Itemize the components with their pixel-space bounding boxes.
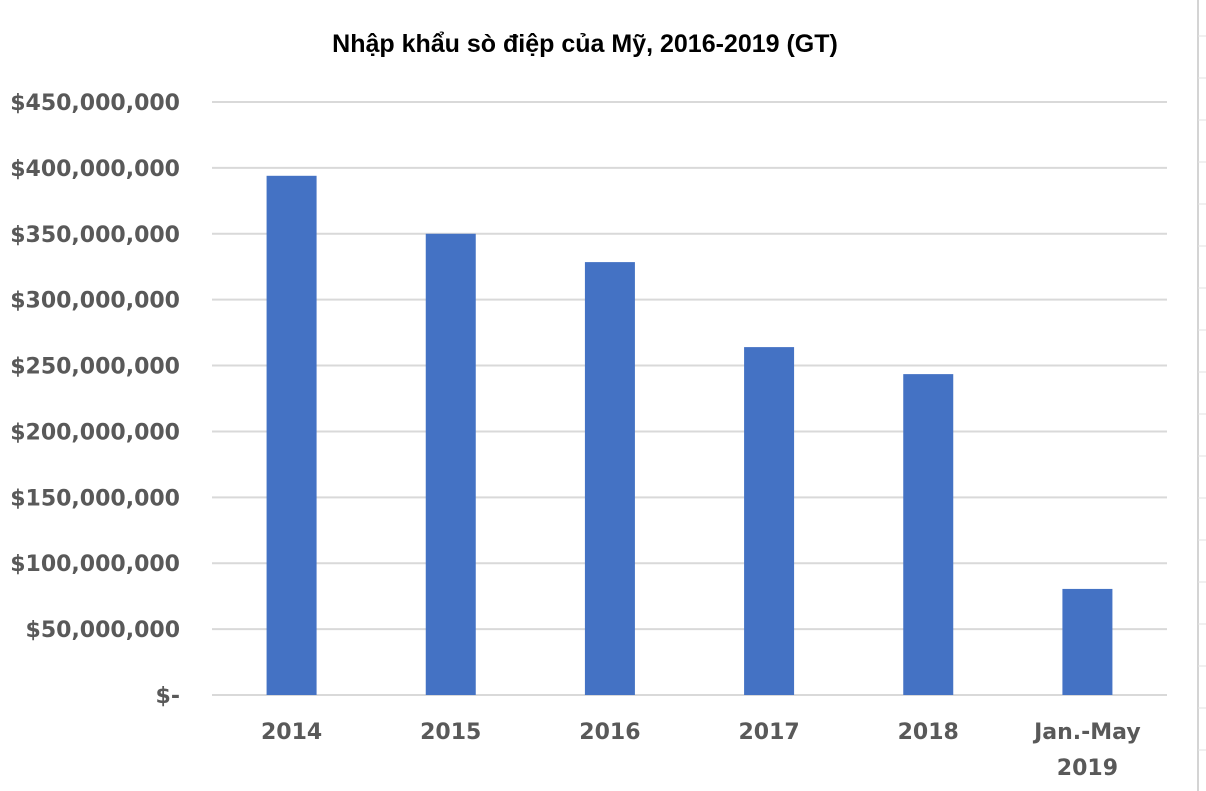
bar-2018 <box>903 374 954 695</box>
y-tick-label: $100,000,000 <box>10 552 180 577</box>
y-tick-label: $300,000,000 <box>10 289 180 314</box>
x-tick-label: 2014 <box>261 720 322 745</box>
y-tick-label: $400,000,000 <box>10 157 180 182</box>
y-tick-label: $450,000,000 <box>10 91 180 116</box>
x-tick-label: 2018 <box>898 720 959 745</box>
bar-2014 <box>266 175 317 696</box>
y-tick-label: $- <box>156 684 180 709</box>
x-tick-label: Jan.-May <box>1032 720 1141 745</box>
x-tick-label: 2016 <box>579 720 640 745</box>
y-tick-label: $50,000,000 <box>26 618 180 643</box>
bar-2015 <box>425 233 476 695</box>
bar-jan-may-2019 <box>1062 588 1113 695</box>
y-tick-label: $350,000,000 <box>10 223 180 248</box>
x-tick-label: 2017 <box>738 720 799 745</box>
bar-2017 <box>744 347 795 695</box>
x-tick-label: 2015 <box>420 720 481 745</box>
bar-2016 <box>584 262 635 695</box>
chart-title: Nhập khẩu sò điệp của Mỹ, 2016-2019 (GT) <box>332 30 838 58</box>
y-tick-label: $250,000,000 <box>10 355 180 380</box>
y-tick-label: $200,000,000 <box>10 420 180 445</box>
x-tick-label: 2019 <box>1057 756 1118 781</box>
y-tick-label: $150,000,000 <box>10 486 180 511</box>
